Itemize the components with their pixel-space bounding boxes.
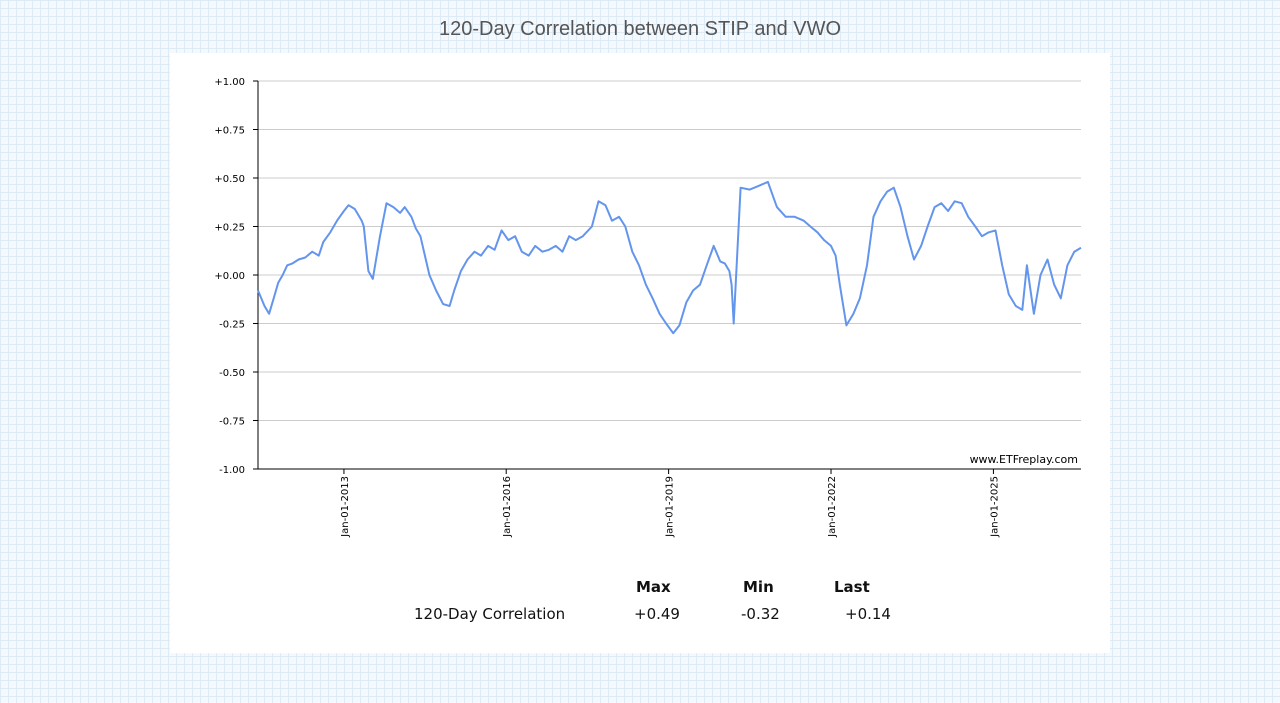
stats-table: Max Min Last 120-Day Correlation +0.49 -… [170, 53, 1110, 653]
stats-header-max: Max [636, 578, 671, 596]
watermark-label: www.ETFreplay.com [970, 453, 1078, 466]
x-tick-label: Jan-01-2025 [989, 476, 1000, 538]
x-tick-label: Jan-01-2022 [827, 476, 838, 538]
x-tick-label: Jan-01-2019 [665, 476, 676, 538]
x-tick-label: Jan-01-2013 [340, 476, 351, 538]
chart-panel: +1.00 +0.75 +0.50 +0.25 +0.00 -0.25 -0.50 -0.75… [170, 53, 1110, 653]
page-title: 120-Day Correlation between STIP and VWO [438, 18, 842, 40]
stats-row-label: 120-Day Correlation [414, 605, 566, 623]
stats-min-value: -0.32 [741, 605, 780, 623]
correlation-chart: +1.00 +0.75 +0.50 +0.25 +0.00 -0.25 -0.50 -0.75… [214, 77, 1082, 538]
y-tick-label: -1.00 [219, 465, 245, 476]
stats-last-value: +0.14 [845, 605, 891, 623]
stats-max-value: +0.49 [634, 605, 680, 623]
y-tick-label: -0.50 [219, 368, 245, 379]
y-tick-label: +0.75 [214, 126, 245, 137]
y-tick-label: +0.50 [214, 174, 245, 185]
y-tick-label: -0.75 [219, 417, 245, 428]
x-tick-label: Jan-01-2016 [502, 476, 513, 538]
y-tick-label: +0.00 [214, 271, 245, 282]
y-tick-label: +1.00 [214, 77, 245, 88]
y-tick-label: +0.25 [214, 223, 245, 234]
correlation-series-line [257, 180, 1082, 335]
stats-header-min: Min [743, 578, 774, 596]
stats-header-last: Last [834, 578, 870, 596]
y-tick-label: -0.25 [219, 320, 245, 331]
